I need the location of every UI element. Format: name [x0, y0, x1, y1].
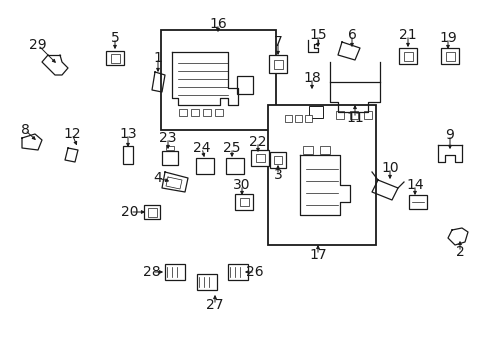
Text: 11: 11	[346, 111, 363, 125]
Text: 4: 4	[153, 171, 162, 185]
Bar	[349, 111, 357, 119]
Bar	[294, 114, 301, 122]
Bar	[179, 108, 186, 116]
Text: 18: 18	[303, 71, 320, 85]
Text: 7: 7	[273, 35, 282, 49]
Bar	[165, 146, 174, 150]
Text: 9: 9	[445, 128, 453, 142]
Bar	[445, 51, 453, 60]
Bar	[403, 51, 412, 60]
Text: 30: 30	[233, 178, 250, 192]
Bar	[363, 111, 371, 119]
Bar	[160, 30, 275, 130]
Bar	[235, 194, 252, 210]
Text: 23: 23	[159, 131, 176, 145]
Text: 10: 10	[381, 161, 398, 175]
Bar	[143, 205, 160, 219]
Bar	[250, 150, 268, 166]
Bar	[268, 55, 286, 73]
Text: 28: 28	[143, 265, 161, 279]
Bar	[408, 195, 426, 209]
Bar	[196, 158, 214, 174]
Text: 2: 2	[455, 245, 464, 259]
Bar	[267, 105, 375, 245]
Bar	[147, 207, 156, 216]
Text: 14: 14	[406, 178, 423, 192]
Bar	[398, 48, 416, 64]
Bar	[237, 76, 252, 94]
Text: 6: 6	[347, 28, 356, 42]
Text: 19: 19	[438, 31, 456, 45]
Bar	[162, 151, 178, 165]
Bar	[308, 106, 323, 118]
Bar	[273, 156, 282, 164]
Text: 21: 21	[398, 28, 416, 42]
Text: 13: 13	[119, 127, 137, 141]
Bar	[319, 146, 329, 154]
Text: 16: 16	[209, 17, 226, 31]
Text: 26: 26	[245, 265, 263, 279]
Bar	[225, 158, 244, 174]
Text: 15: 15	[308, 28, 326, 42]
Bar	[191, 108, 199, 116]
Text: 1: 1	[153, 51, 162, 65]
Text: 29: 29	[29, 38, 47, 52]
Bar	[215, 108, 223, 116]
Text: 27: 27	[206, 298, 224, 312]
Bar	[110, 54, 119, 63]
Text: 20: 20	[121, 205, 139, 219]
Bar	[197, 274, 217, 290]
Bar	[304, 114, 311, 122]
Text: 22: 22	[249, 135, 266, 149]
Bar	[164, 264, 184, 280]
Text: 25: 25	[223, 141, 240, 155]
Bar	[203, 108, 210, 116]
Bar	[284, 114, 291, 122]
Bar	[239, 198, 248, 206]
Text: 5: 5	[110, 31, 119, 45]
Text: 24: 24	[193, 141, 210, 155]
Bar	[303, 146, 312, 154]
Text: 12: 12	[63, 127, 81, 141]
Text: 8: 8	[20, 123, 29, 137]
Bar	[440, 48, 458, 64]
Bar	[269, 152, 285, 168]
Bar	[227, 264, 247, 280]
Bar	[123, 146, 133, 164]
Bar	[335, 111, 343, 119]
Bar	[273, 59, 282, 68]
Bar	[255, 154, 264, 162]
Text: 3: 3	[273, 168, 282, 182]
Text: 17: 17	[308, 248, 326, 262]
Bar	[106, 51, 124, 65]
